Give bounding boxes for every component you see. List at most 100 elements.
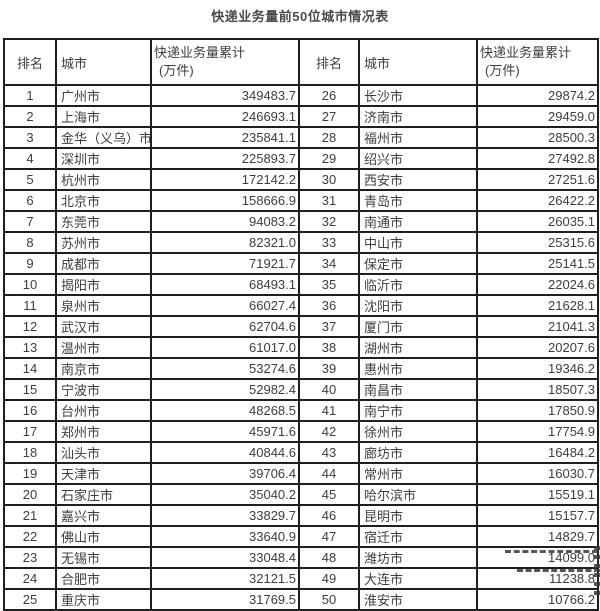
city-cell-left: 金华（义乌）市 (55, 126, 152, 149)
value-cell-right: 26035.1 (476, 210, 599, 233)
value-cell-left: 33048.4 (150, 546, 300, 569)
rank-cell-right: 32 (298, 210, 360, 233)
city-cell-left: 成都市 (55, 252, 152, 275)
city-cell-left: 重庆市 (55, 588, 152, 611)
table-row: 19 天津市 39706.4 44 常州市 16030.7 (3, 462, 599, 485)
header-city-right: 城市 (358, 38, 478, 86)
rank-cell-right: 38 (298, 336, 360, 359)
table-row: 9 成都市 71921.7 34 保定市 25141.5 (3, 252, 599, 275)
rank-cell-right: 35 (298, 273, 360, 296)
rank-cell-left: 25 (3, 588, 57, 611)
city-cell-left: 北京市 (55, 189, 152, 212)
value-cell-right: 16030.7 (476, 462, 599, 485)
value-cell-right: 27251.6 (476, 168, 599, 191)
value-cell-right: 10766.2 (476, 588, 599, 611)
city-cell-left: 深圳市 (55, 147, 152, 170)
rank-cell-left: 2 (3, 105, 57, 128)
city-cell-right: 临沂市 (358, 273, 478, 296)
value-cell-left: 68493.1 (150, 273, 300, 296)
value-cell-right: 20207.6 (476, 336, 599, 359)
value-cell-left: 172142.2 (150, 168, 300, 191)
city-cell-right: 济南市 (358, 105, 478, 128)
rank-cell-right: 36 (298, 294, 360, 317)
value-cell-left: 225893.7 (150, 147, 300, 170)
city-cell-right: 青岛市 (358, 189, 478, 212)
value-cell-right: 29874.2 (476, 84, 599, 107)
value-cell-left: 94083.2 (150, 210, 300, 233)
value-cell-left: 33640.9 (150, 525, 300, 548)
rank-cell-left: 17 (3, 420, 57, 443)
header-row: 排名 城市 快递业务量累计 (万件) 排名 城市 快递业务量累计 (万件) (3, 38, 599, 86)
city-cell-left: 郑州市 (55, 420, 152, 443)
table-row: 7 东莞市 94083.2 32 南通市 26035.1 (3, 210, 599, 233)
rank-cell-left: 7 (3, 210, 57, 233)
value-cell-right: 25315.6 (476, 231, 599, 254)
city-cell-right: 廊坊市 (358, 441, 478, 464)
value-cell-right: 16484.2 (476, 441, 599, 464)
value-cell-left: 246693.1 (150, 105, 300, 128)
city-cell-right: 淮安市 (358, 588, 478, 611)
value-cell-right: 28500.3 (476, 126, 599, 149)
rank-cell-left: 8 (3, 231, 57, 254)
value-cell-right: 15157.7 (476, 504, 599, 527)
value-cell-right: 18507.3 (476, 378, 599, 401)
rank-cell-left: 14 (3, 357, 57, 380)
city-cell-right: 常州市 (358, 462, 478, 485)
rank-cell-right: 46 (298, 504, 360, 527)
rank-cell-left: 13 (3, 336, 57, 359)
city-cell-left: 宁波市 (55, 378, 152, 401)
rank-cell-left: 5 (3, 168, 57, 191)
rank-cell-left: 22 (3, 525, 57, 548)
value-cell-right: 21628.1 (476, 294, 599, 317)
rank-cell-right: 45 (298, 483, 360, 506)
rank-cell-left: 15 (3, 378, 57, 401)
header-volume-right-line2: (万件) (485, 63, 520, 78)
table-row: 24 合肥市 32121.5 49 大连市 11238.8 (3, 567, 599, 590)
value-cell-right: 26422.2 (476, 189, 599, 212)
value-cell-left: 82321.0 (150, 231, 300, 254)
table-row: 2 上海市 246693.1 27 济南市 29459.0 (3, 105, 599, 128)
rank-cell-right: 41 (298, 399, 360, 422)
rank-cell-right: 33 (298, 231, 360, 254)
city-cell-right: 潍坊市 (358, 546, 478, 569)
city-cell-right: 厦门市 (358, 315, 478, 338)
city-cell-right: 南通市 (358, 210, 478, 233)
city-cell-right: 南宁市 (358, 399, 478, 422)
rank-cell-right: 37 (298, 315, 360, 338)
header-volume-right: 快递业务量累计 (万件) (476, 38, 599, 86)
table-row: 5 杭州市 172142.2 30 西安市 27251.6 (3, 168, 599, 191)
table-row: 3 金华（义乌）市 235841.1 28 福州市 28500.3 (3, 126, 599, 149)
rank-cell-left: 16 (3, 399, 57, 422)
rank-cell-left: 6 (3, 189, 57, 212)
city-cell-left: 合肥市 (55, 567, 152, 590)
city-cell-left: 无锡市 (55, 546, 152, 569)
city-cell-left: 汕头市 (55, 441, 152, 464)
table-row: 15 宁波市 52982.4 40 南昌市 18507.3 (3, 378, 599, 401)
value-cell-right: 14829.7 (476, 525, 599, 548)
rank-cell-right: 48 (298, 546, 360, 569)
value-cell-left: 71921.7 (150, 252, 300, 275)
city-cell-left: 泉州市 (55, 294, 152, 317)
value-cell-left: 48268.5 (150, 399, 300, 422)
city-cell-right: 沈阳市 (358, 294, 478, 317)
city-cell-left: 广州市 (55, 84, 152, 107)
city-cell-left: 台州市 (55, 399, 152, 422)
value-cell-left: 158666.9 (150, 189, 300, 212)
value-cell-right: 22024.6 (476, 273, 599, 296)
rank-cell-right: 31 (298, 189, 360, 212)
value-cell-left: 235841.1 (150, 126, 300, 149)
value-cell-right: 15519.1 (476, 483, 599, 506)
table-row: 13 温州市 61017.0 38 湖州市 20207.6 (3, 336, 599, 359)
city-cell-left: 武汉市 (55, 315, 152, 338)
rank-cell-left: 19 (3, 462, 57, 485)
rank-cell-left: 9 (3, 252, 57, 275)
table-row: 12 武汉市 62704.6 37 厦门市 21041.3 (3, 315, 599, 338)
city-cell-right: 福州市 (358, 126, 478, 149)
city-cell-right: 湖州市 (358, 336, 478, 359)
rank-cell-left: 12 (3, 315, 57, 338)
rank-cell-left: 1 (3, 84, 57, 107)
rank-cell-right: 40 (298, 378, 360, 401)
rank-cell-left: 21 (3, 504, 57, 527)
city-cell-right: 惠州市 (358, 357, 478, 380)
value-cell-right: 17754.9 (476, 420, 599, 443)
